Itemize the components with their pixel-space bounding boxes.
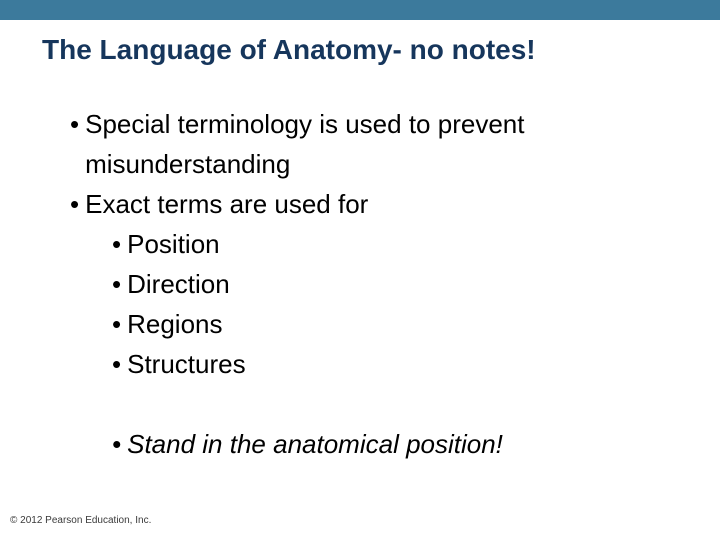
bullet-text: Structures xyxy=(127,344,246,384)
bullet-text: Stand in the anatomical position! xyxy=(127,424,503,464)
bullet-text: Direction xyxy=(127,264,230,304)
bullet-level2: • Position xyxy=(112,224,670,264)
bullet-char: • xyxy=(112,424,121,464)
spacer xyxy=(50,384,670,424)
bullet-text: Position xyxy=(127,224,220,264)
bullet-level1: • Exact terms are used for xyxy=(70,184,670,224)
bullet-char: • xyxy=(70,184,79,224)
bullet-text: Exact terms are used for xyxy=(85,184,368,224)
bullet-text: Regions xyxy=(127,304,222,344)
bullet-level1-italic: • Stand in the anatomical position! xyxy=(112,424,670,464)
bullet-level2: • Direction xyxy=(112,264,670,304)
slide-body: • Special terminology is used to prevent… xyxy=(50,104,670,464)
bullet-char: • xyxy=(112,344,121,384)
bullet-level2: • Structures xyxy=(112,344,670,384)
bullet-text: Special terminology is used to prevent m… xyxy=(85,104,670,184)
bullet-char: • xyxy=(70,104,79,144)
bullet-char: • xyxy=(112,304,121,344)
bullet-char: • xyxy=(112,224,121,264)
bullet-char: • xyxy=(112,264,121,304)
bullet-level1: • Special terminology is used to prevent… xyxy=(70,104,670,184)
top-accent-bar xyxy=(0,0,720,20)
bullet-level2: • Regions xyxy=(112,304,670,344)
copyright-text: © 2012 Pearson Education, Inc. xyxy=(10,515,151,526)
slide-title: The Language of Anatomy- no notes! xyxy=(42,34,536,66)
